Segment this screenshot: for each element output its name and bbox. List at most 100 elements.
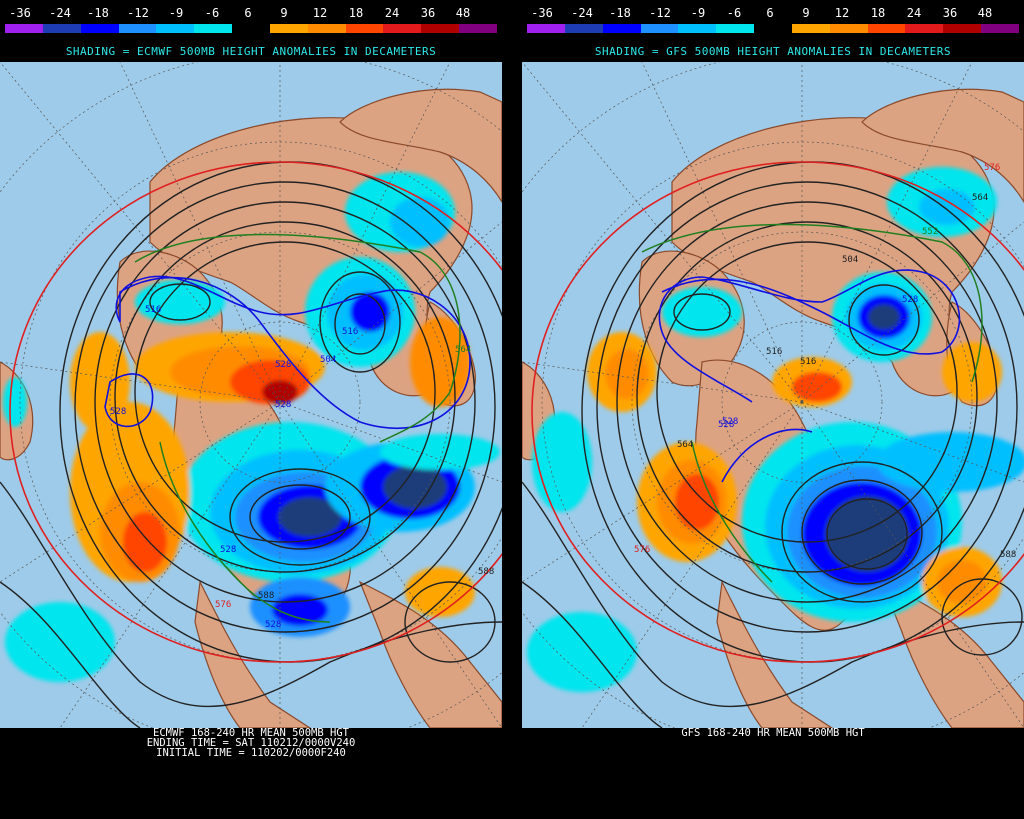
- contour-label: 528: [718, 420, 734, 430]
- colorbar-swatch: [905, 24, 944, 33]
- contour-labels: 516 528 504 528 528 528 516 564 528 576 …: [110, 305, 494, 630]
- contour-576: [531, 161, 1024, 663]
- lat-lon-grid: [0, 62, 502, 728]
- contour-576: [9, 161, 502, 663]
- colorbar-swatch: [118, 24, 157, 33]
- gfs-panel: -36 -24 -18 -12 -9 -6 6 9 12 18 24 36 48…: [522, 0, 1024, 819]
- contour-label: 516: [800, 357, 816, 367]
- colorbar-swatch: [678, 24, 717, 33]
- colorbar-swatch: [5, 24, 43, 33]
- shading-title: SHADING = GFS 500MB HEIGHT ANOMALIES IN …: [594, 45, 952, 58]
- contour-label: 528: [722, 417, 738, 427]
- colorbar-swatch: [459, 24, 497, 33]
- colorbar-label: -12: [127, 6, 149, 20]
- colorbar-label: -24: [571, 6, 593, 20]
- contour-label: 588: [1000, 550, 1016, 560]
- colorbar-swatch: [791, 24, 830, 33]
- colorbar-label: -18: [87, 6, 109, 20]
- colorbar-swatch: [307, 24, 346, 33]
- colorbar-label: 12: [312, 6, 328, 20]
- colorbar-labels: -36 -24 -18 -12 -9 -6 6 9 12 18 24 36 48: [522, 6, 1024, 24]
- colorbar-label: -24: [49, 6, 71, 20]
- colorbar-swatch: [156, 24, 195, 33]
- caption-line: GFS 168-240 HR MEAN 500MB HGT: [681, 727, 865, 739]
- colorbar-label: 12: [834, 6, 850, 20]
- colorbar: [527, 24, 1019, 33]
- contour-552: [641, 223, 983, 583]
- colorbar-swatch: [383, 24, 422, 33]
- ecmwf-panel: -36 -24 -18 -12 -9 -6 6 9 12 18 24 36 48…: [0, 0, 502, 819]
- colorbar-swatch: [981, 24, 1019, 33]
- contour-label: 564: [455, 345, 471, 355]
- colorbar-swatch: [943, 24, 982, 33]
- gfs-map: 576 564 552 528 504 516 516 528 564 576 …: [522, 62, 1024, 728]
- contour-label: 564: [972, 193, 988, 203]
- colorbar-label: 6: [766, 6, 774, 20]
- colorbar-label: -36: [531, 6, 553, 20]
- contour-label: 504: [320, 355, 336, 365]
- colorbar-label: -36: [9, 6, 31, 20]
- colorbar-label: 48: [455, 6, 471, 20]
- colorbar-swatch: [867, 24, 906, 33]
- contour-label: 528: [110, 407, 126, 417]
- colorbar-label: 24: [384, 6, 400, 20]
- colorbar-swatch: [194, 24, 233, 33]
- contour-label: 552: [922, 227, 938, 237]
- contour-552: [134, 233, 461, 623]
- contour-label: 528: [220, 545, 236, 555]
- colorbar-swatch: [42, 24, 81, 33]
- contour-label: 528: [902, 295, 918, 305]
- contour-label: 528: [265, 620, 281, 630]
- colorbar-label: -12: [649, 6, 671, 20]
- contour-label: 516: [766, 347, 782, 357]
- colorbar-swatch: [754, 24, 792, 33]
- colorbar-labels: -36 -24 -18 -12 -9 -6 6 9 12 18 24 36 48: [0, 6, 502, 24]
- contour-label: 528: [275, 400, 291, 410]
- caption-line: INITIAL TIME = 110202/0000F240: [156, 747, 346, 759]
- colorbar: [5, 24, 497, 33]
- colorbar-label: 36: [420, 6, 436, 20]
- contour-label: 576: [634, 545, 650, 555]
- contour-label: 576: [984, 163, 1000, 173]
- contour-label: 564: [677, 440, 693, 450]
- colorbar-swatch: [829, 24, 868, 33]
- colorbar-swatch: [421, 24, 460, 33]
- colorbar-label: -6: [204, 6, 220, 20]
- shading-title: SHADING = ECMWF 500MB HEIGHT ANOMALIES I…: [65, 45, 437, 58]
- map-caption: ECMWF 168-240 HR MEAN 500MB HGT ENDING T…: [0, 727, 502, 759]
- ecmwf-map-canvas: 516 528 504 528 528 528 516 564 528 576 …: [0, 62, 502, 728]
- colorbar-label: 48: [977, 6, 993, 20]
- contour-label: 588: [478, 567, 494, 577]
- colorbar-swatch: [232, 24, 270, 33]
- colorbar-label: 36: [942, 6, 958, 20]
- colorbar-swatch: [716, 24, 755, 33]
- contour-label: 504: [842, 255, 858, 265]
- caption-line: ECMWF 168-240 HR MEAN 500MB HGT: [153, 727, 349, 739]
- colorbar-swatch: [602, 24, 641, 33]
- colorbar-swatch: [640, 24, 679, 33]
- colorbar-label: -9: [168, 6, 184, 20]
- colorbar-swatch: [345, 24, 384, 33]
- colorbar-label: 6: [244, 6, 252, 20]
- colorbar-swatch: [527, 24, 565, 33]
- colorbar-label: -18: [609, 6, 631, 20]
- colorbar-swatch: [564, 24, 603, 33]
- colorbar-label: 9: [280, 6, 288, 20]
- contour-528: [104, 275, 471, 430]
- contour-label: 516: [145, 305, 161, 315]
- colorbar-label: 18: [348, 6, 364, 20]
- contour-label: 528: [275, 360, 291, 370]
- gfs-map-canvas: 576 564 552 528 504 516 516 528 564 576 …: [522, 62, 1024, 728]
- contour-label: 588: [258, 591, 274, 601]
- colorbar-label: 9: [802, 6, 810, 20]
- colorbar-swatch: [80, 24, 119, 33]
- caption-line: ENDING TIME = SAT 110212/0000V240: [146, 737, 356, 749]
- colorbar-label: -6: [726, 6, 742, 20]
- map-caption: GFS 168-240 HR MEAN 500MB HGT: [522, 727, 1024, 739]
- contour-labels: 576 564 552 528 504 516 516 528 564 576 …: [634, 163, 1016, 560]
- anomaly-shading: [527, 167, 1024, 692]
- colorbar-swatch: [269, 24, 308, 33]
- contour-label: 576: [215, 600, 231, 610]
- ecmwf-map: 516 528 504 528 528 528 516 564 528 576 …: [0, 62, 502, 728]
- colorbar-label: -9: [690, 6, 706, 20]
